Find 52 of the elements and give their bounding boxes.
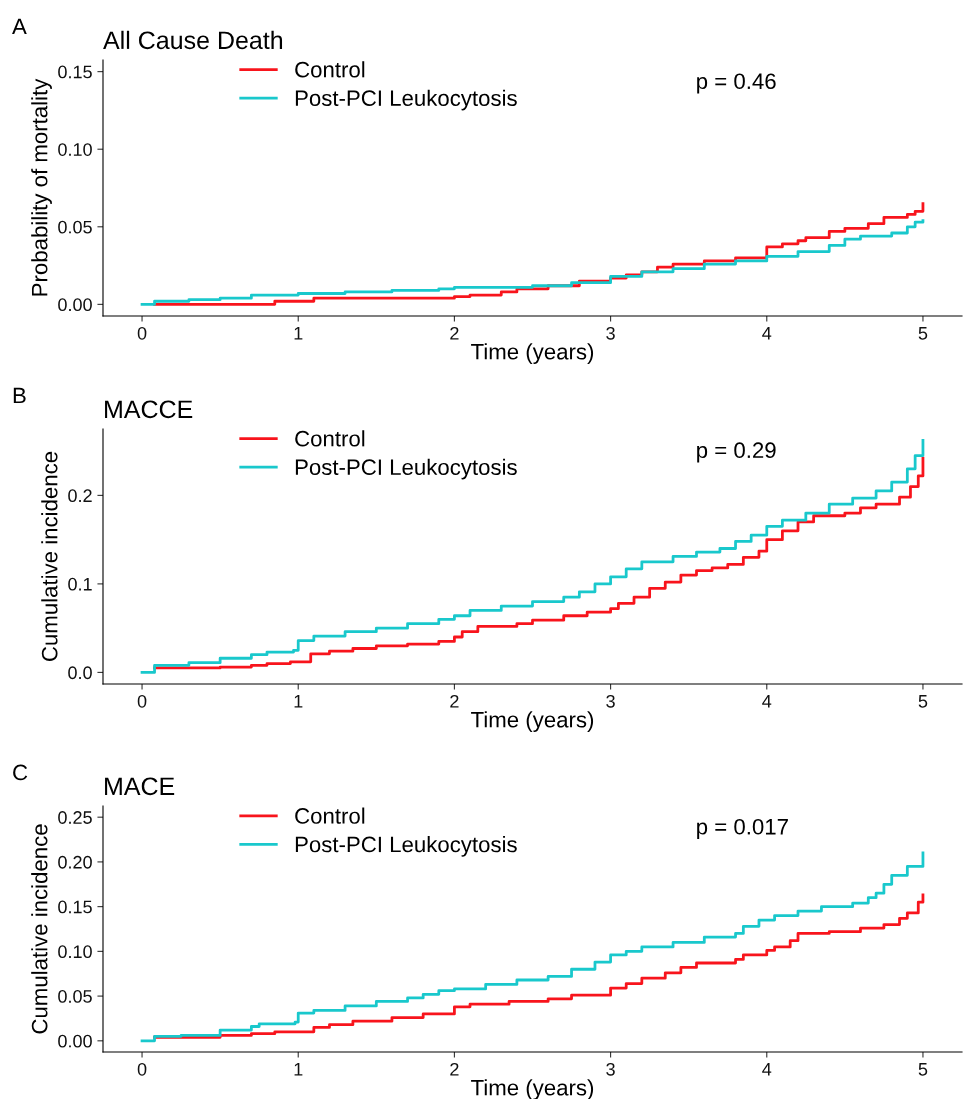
annotation: p = 0.017 [697, 818, 788, 840]
x-tick-label: 2 [450, 1062, 459, 1076]
x-tick-label: 2 [450, 694, 459, 708]
y-tick-label: 0.20 [58, 855, 92, 869]
y-tick-label: 0.00 [58, 1034, 92, 1048]
y-tick-label: 0.15 [58, 65, 92, 79]
x-tick-label: 2 [450, 326, 459, 340]
chart-title: All Cause Death [103, 30, 283, 50]
y-tick-label: 0.15 [58, 900, 92, 914]
legend-label: Post-PCI Leukocytosis [295, 458, 517, 480]
x-axis-title: Time (years) [471, 343, 594, 364]
x-tick-label: 4 [762, 1063, 772, 1076]
text: A [12, 18, 27, 35]
legend-label: Control [295, 430, 365, 447]
y-axis-title: Cumulative incidence [31, 824, 48, 1034]
text: C [13, 764, 28, 781]
x-axis-title: Time (years) [471, 711, 594, 732]
y-axis-title: Cumulative incidence [41, 451, 58, 661]
x-tick-label: 1 [294, 327, 303, 340]
x-tick-label: 5 [918, 1063, 928, 1076]
x-tick-label: 3 [606, 326, 615, 340]
x-tick-label: 4 [762, 327, 772, 340]
y-tick-label: 0.05 [58, 220, 92, 234]
x-tick-label: 3 [606, 1062, 615, 1076]
legend-label: Post-PCI Leukocytosis [295, 89, 517, 111]
x-tick-label: 0 [137, 1062, 147, 1076]
y-tick-label: 0.25 [58, 811, 92, 824]
text: B [13, 387, 26, 404]
y-tick-label: 0.2 [68, 489, 92, 503]
y-tick-label: 0.10 [58, 945, 92, 959]
x-tick-label: 0 [137, 694, 147, 708]
y-tick-label: 0.10 [58, 143, 92, 156]
y-tick-label: 0.00 [58, 298, 92, 312]
x-tick-label: 0 [137, 326, 147, 340]
legend-label: Control [295, 807, 365, 824]
x-tick-label: 5 [918, 327, 928, 340]
chart-title: MACE [105, 777, 175, 796]
y-tick-label: 0.05 [58, 990, 92, 1003]
x-tick-label: 5 [918, 695, 928, 708]
x-tick-label: 3 [606, 694, 615, 708]
x-axis-title: Time (years) [471, 1079, 594, 1099]
annotation: p = 0.29 [697, 442, 776, 463]
x-tick-label: 4 [762, 695, 772, 708]
annotation: p = 0.46 [697, 73, 776, 94]
y-tick-label: 0.1 [68, 577, 92, 591]
legend-label: Post-PCI Leukocytosis [295, 836, 517, 857]
y-axis-title: Probability of mortality [31, 78, 52, 296]
legend-label: Control [295, 61, 365, 78]
x-tick-label: 1 [294, 695, 303, 708]
y-tick-label: 0.0 [68, 666, 92, 680]
chart-title: MACCE [105, 400, 193, 419]
x-tick-label: 1 [294, 1063, 303, 1076]
